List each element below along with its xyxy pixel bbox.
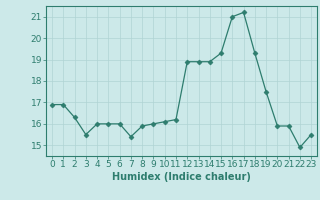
X-axis label: Humidex (Indice chaleur): Humidex (Indice chaleur) xyxy=(112,172,251,182)
